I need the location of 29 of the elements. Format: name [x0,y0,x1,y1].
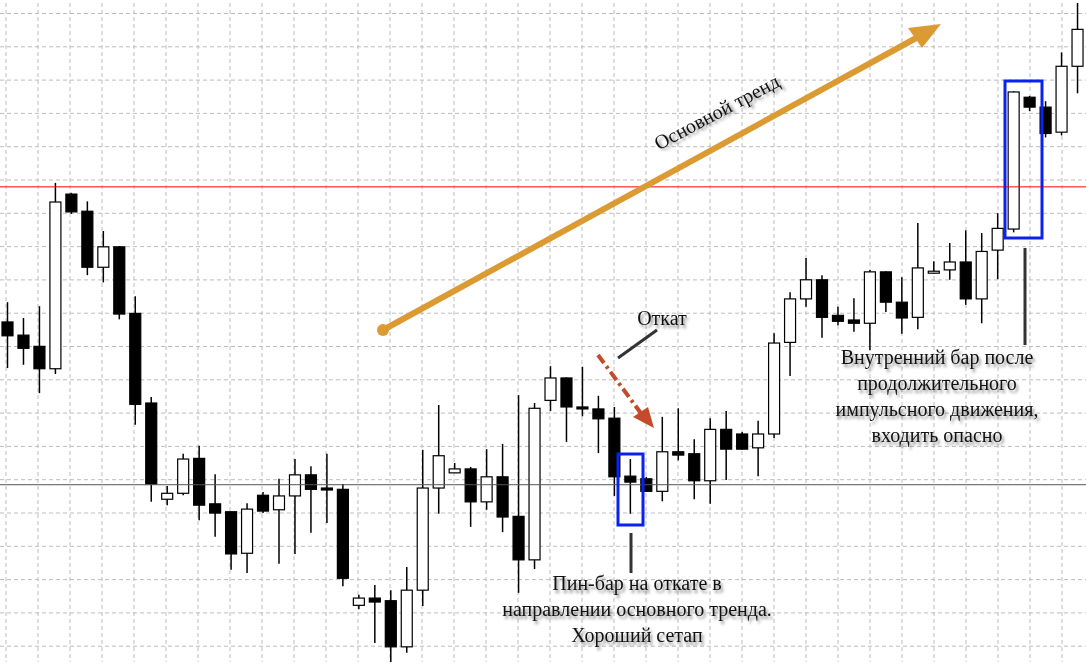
annotation: Пин-бар на откате в направлении основного тренда. Хороший сетап [502,571,772,648]
candlestick [288,458,302,555]
candlestick [544,365,557,412]
candlestick [1,301,14,369]
candlestick [97,230,110,284]
candlestick [576,366,589,417]
candlestick [304,465,318,534]
candlestick [33,305,46,394]
candlestick [592,395,605,454]
candlestick [991,212,1004,280]
candlestick [161,485,174,506]
annotation: Внутренний бар после продолжительного импульсного движения, входить опасно [834,345,1040,448]
candlestick [943,242,956,281]
candlestick [831,306,845,326]
candlestick [672,407,685,462]
candlestick [209,473,222,538]
candlestick [320,453,334,524]
candlestick [17,317,30,366]
candlestick [256,491,270,514]
candlestick [720,410,733,481]
candlestick [624,458,637,515]
candlestick [272,478,286,565]
annotation: Откат [637,307,688,329]
candlestick [368,584,381,644]
candlestick [847,297,861,333]
candlestick [895,276,908,335]
candlestick [927,260,940,275]
candlestick [799,257,813,308]
candlestick [752,420,765,477]
